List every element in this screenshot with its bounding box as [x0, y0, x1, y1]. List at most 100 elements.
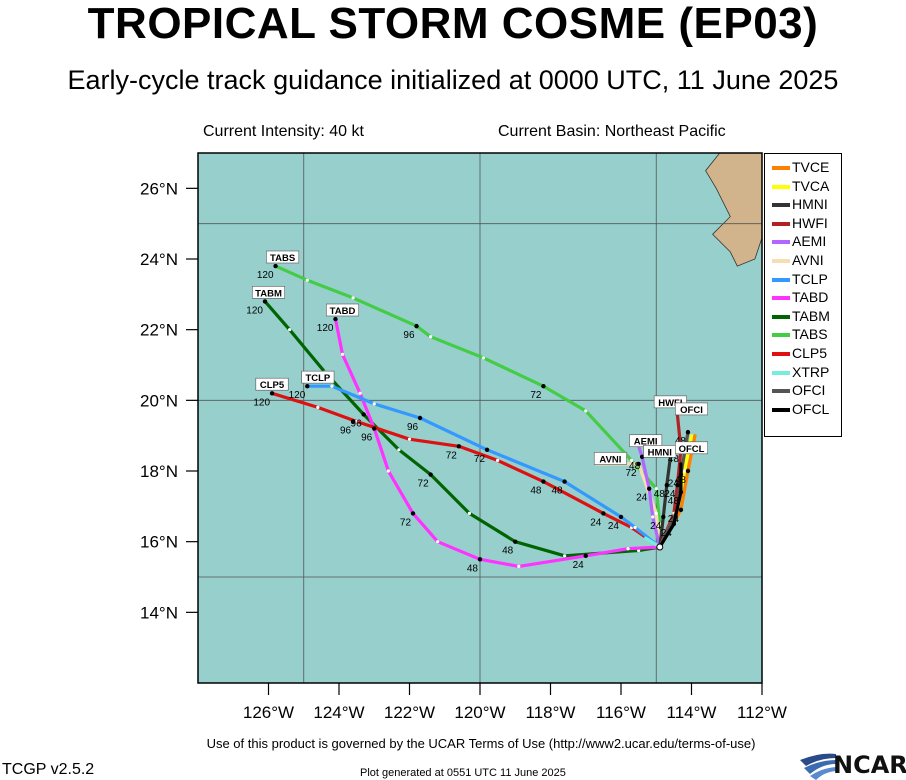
track-point [429, 335, 433, 339]
forecast-hour-label: 24 [590, 517, 602, 528]
track-tag-tabd: TABD [326, 303, 360, 317]
track-point [358, 391, 362, 395]
track-tag-label: HWFI [658, 398, 682, 409]
track-tag-tabm: TABM [252, 286, 286, 299]
legend-swatch [772, 221, 790, 226]
track-point [626, 547, 630, 551]
map-base: 126°W 124°W 122°W 120°W 118°W 116°W 114°W 112°W… [140, 152, 787, 722]
track-point [407, 437, 412, 441]
track-point [316, 405, 320, 409]
forecast-hour-marker [685, 429, 691, 435]
forecast-hour-label: 24 [668, 479, 680, 490]
track-tag-box [326, 303, 360, 317]
lon-tick-label: 120°W [454, 703, 505, 722]
legend-label: TCLP [792, 270, 828, 287]
track-tag-box [255, 377, 289, 391]
legend-item-ofcl: OFCL [765, 400, 841, 419]
forecast-hour-label: 24 [636, 493, 648, 504]
track-point [355, 419, 359, 424]
forecast-hour-label: 24 [608, 521, 620, 532]
forecast-hour-marker [678, 472, 684, 477]
legend-item-ofci: OFCI [765, 381, 841, 400]
legend-label: CLP5 [792, 344, 828, 361]
current-intensity: Current Intensity: 40 kt [203, 123, 364, 140]
track-tag-tabs: TABS [266, 250, 300, 264]
track-point [563, 554, 567, 558]
track-point [654, 487, 658, 491]
track-tag-ofcl: OFCL [674, 441, 708, 455]
forecast-hour-marker [678, 490, 684, 495]
forecast-hour-marker [273, 263, 278, 269]
forecast-hour-label: 48 [668, 496, 680, 507]
legend-item-tabd: TABD [765, 288, 841, 307]
forecast-hour-marker [541, 384, 546, 389]
track-tag-label: TCLP [305, 373, 330, 384]
track-point [288, 328, 292, 332]
lon-tick-label: 116°W [596, 703, 646, 722]
track-point [517, 564, 521, 569]
forecast-hour-marker [671, 521, 677, 527]
forecast-hour-marker [513, 539, 518, 544]
legend-item-tabm: TABM [765, 307, 841, 326]
track-tag-tclp: TCLP [301, 370, 335, 384]
legend-label: OFCI [792, 382, 826, 399]
track-tag-box [252, 286, 286, 299]
forecast-hour-label: 96 [351, 418, 363, 429]
legend-swatch [772, 296, 790, 301]
forecast-hour-marker [484, 447, 490, 452]
forecast-hour-label: 24 [661, 528, 673, 539]
track-point [651, 515, 655, 519]
forecast-hour-label: 24 [668, 514, 680, 525]
forecast-hour-marker [477, 557, 483, 562]
track-tag-box [301, 370, 335, 384]
track-point [305, 278, 309, 282]
generated-time: Plot generated at 0551 UTC 11 June 2025 [360, 767, 566, 779]
track-clp5 [270, 391, 662, 549]
forecast-hour-marker [410, 511, 416, 516]
legend-label: TABD [792, 289, 829, 306]
lon-tick-label: 112°W [737, 703, 787, 722]
forecast-hour-label: 24 [650, 521, 662, 532]
forecast-hour-label: 48 [551, 486, 563, 497]
forecast-hour-marker [428, 472, 433, 477]
legend-label: TABS [792, 326, 828, 343]
ncar-logo-icon [800, 753, 836, 780]
legend-swatch [772, 370, 790, 375]
legend-item-tabs: TABS [765, 325, 841, 344]
forecast-hour-marker [639, 454, 645, 460]
legend-swatch [772, 240, 790, 245]
lat-tick-label: 22°N [140, 321, 178, 340]
forecast-hour-marker [417, 415, 423, 421]
legend-swatch [772, 184, 790, 189]
terms-of-use: Use of this product is governed by the U… [206, 736, 756, 751]
track-point [351, 296, 355, 300]
legend-swatch [772, 333, 790, 338]
track-point [654, 511, 658, 515]
forecast-hour-marker [618, 514, 624, 520]
forecast-hour-label: 72 [530, 390, 542, 401]
forecast-hour-marker [350, 419, 356, 424]
track-point [467, 511, 472, 515]
forecast-hour-label: 96 [407, 422, 419, 433]
forecast-hour-marker [456, 444, 462, 449]
forecast-hour-label: 72 [626, 468, 638, 479]
lon-tick-label: 126°W [243, 703, 294, 722]
forecast-hour-label: 96 [403, 330, 415, 341]
forecast-hour-marker [372, 426, 377, 431]
legend-swatch [772, 166, 790, 170]
legend-label: TVCA [792, 177, 830, 194]
forecast-hour-label: 72 [400, 517, 412, 528]
track-point [372, 402, 376, 406]
track-tag-box [674, 441, 708, 455]
legend-item-tvce: TVCE [765, 158, 841, 177]
legend-swatch [772, 351, 790, 356]
track-point [397, 448, 401, 452]
track-tag-clp5: CLP5 [255, 377, 289, 391]
forecast-hour-label: 120 [253, 397, 270, 408]
track-tabs [274, 264, 662, 549]
track-tag-box [674, 402, 708, 416]
forecast-hour-label: 48 [654, 489, 666, 500]
track-point [340, 352, 345, 356]
track-point [330, 384, 334, 388]
